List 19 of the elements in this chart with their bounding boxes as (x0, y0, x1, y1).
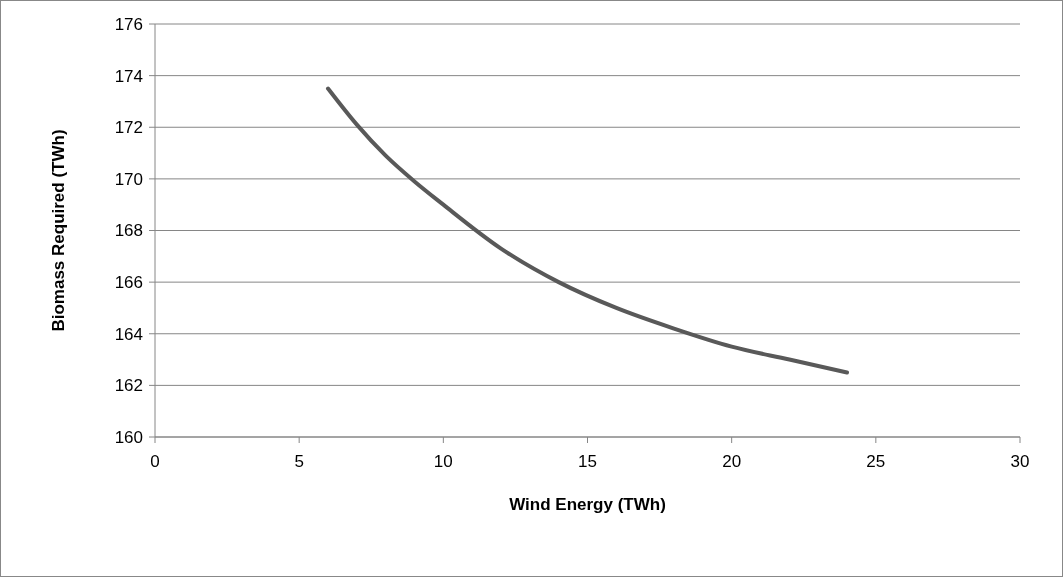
x-axis-title: Wind Energy (TWh) (509, 495, 666, 514)
x-tick-label: 5 (294, 452, 304, 471)
y-tick-label: 168 (114, 221, 143, 241)
x-tick-label: 0 (150, 452, 160, 471)
y-axis-title: Biomass Required (TWh) (49, 129, 68, 332)
y-tick-label: 164 (114, 324, 143, 344)
y-tick-label: 176 (114, 14, 143, 34)
x-tick-label: 30 (1010, 452, 1030, 471)
x-tick-label: 15 (578, 452, 597, 471)
y-tick-label: 162 (114, 376, 143, 396)
y-tick-label: 160 (114, 427, 143, 447)
y-tick-label: 172 (114, 118, 143, 138)
x-tick-label: 20 (722, 452, 742, 471)
line-series (326, 86, 849, 375)
y-tick-label: 174 (114, 66, 143, 86)
x-tick-label: 10 (433, 452, 453, 471)
y-tick-label: 166 (114, 273, 143, 293)
x-tick-label: 25 (866, 452, 886, 471)
y-tick-label: 170 (114, 169, 143, 189)
